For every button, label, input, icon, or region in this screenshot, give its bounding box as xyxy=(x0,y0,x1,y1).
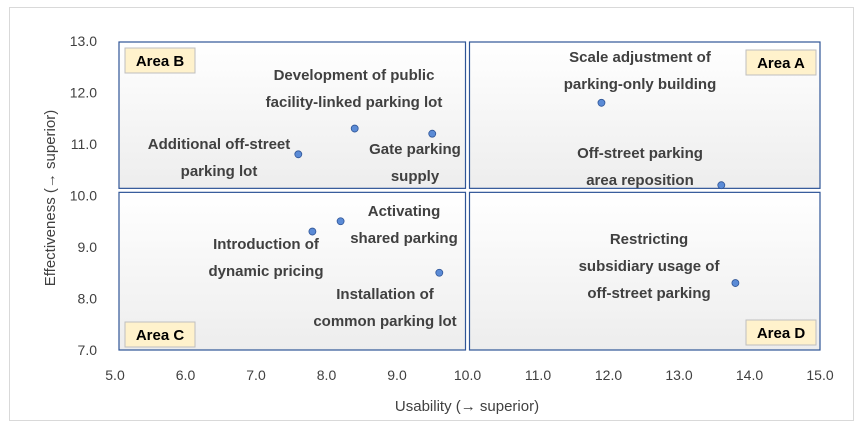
point-annotation: common parking lot xyxy=(313,313,456,330)
area-label: Area A xyxy=(757,55,805,72)
point-annotation: facility-linked parking lot xyxy=(266,94,443,111)
point-annotation: Off-street parking xyxy=(577,145,703,162)
point-annotation: shared parking xyxy=(350,230,458,247)
x-tick-label: 14.0 xyxy=(736,367,763,383)
point-annotation: supply xyxy=(391,168,440,185)
point-annotation: Development of public xyxy=(274,67,435,84)
point-annotation: Scale adjustment of xyxy=(569,49,712,66)
area-label-box xyxy=(124,321,196,348)
point-annotation: parking-only building xyxy=(564,76,717,93)
y-tick-label: 7.0 xyxy=(78,342,98,358)
y-tick-label: 13.0 xyxy=(70,33,97,49)
data-point xyxy=(435,268,444,277)
x-tick-label: 12.0 xyxy=(595,367,622,383)
point-annotation: Activating xyxy=(368,203,441,220)
point-annotation: area reposition xyxy=(586,172,694,189)
data-point xyxy=(294,150,303,159)
y-tick-label: 9.0 xyxy=(78,239,98,255)
area-label-box xyxy=(745,49,817,76)
point-annotation: Installation of xyxy=(336,286,435,303)
area-label: Area D xyxy=(757,325,806,342)
point-annotation: Introduction of xyxy=(213,236,320,253)
data-point xyxy=(731,279,740,287)
data-point xyxy=(308,227,317,236)
x-tick-label: 8.0 xyxy=(317,367,337,383)
point-annotation: parking lot xyxy=(181,163,258,180)
x-tick-label: 5.0 xyxy=(105,367,125,383)
chart-frame xyxy=(9,7,854,421)
area-label-box xyxy=(745,319,817,346)
data-point xyxy=(428,129,437,138)
data-point xyxy=(336,217,345,226)
area-label: Area B xyxy=(136,53,185,70)
y-tick-label: 11.0 xyxy=(71,136,97,152)
area-label-box xyxy=(124,47,196,74)
y-tick-label: 12.0 xyxy=(70,85,97,101)
point-annotation: subsidiary usage of xyxy=(579,258,721,275)
area-label: Area C xyxy=(136,327,185,344)
data-point xyxy=(597,98,606,107)
x-tick-label: 11.0 xyxy=(525,367,551,383)
y-tick-label: 10.0 xyxy=(70,188,97,204)
x-tick-label: 9.0 xyxy=(387,367,407,383)
point-annotation: off-street parking xyxy=(587,285,710,302)
data-point xyxy=(717,181,726,190)
point-annotation: dynamic pricing xyxy=(208,263,323,280)
data-point xyxy=(350,124,359,133)
x-tick-label: 7.0 xyxy=(246,367,266,383)
x-axis-title: Usability (→ superior) xyxy=(395,398,539,415)
x-tick-label: 15.0 xyxy=(806,367,833,383)
y-tick-label: 8.0 xyxy=(78,291,98,307)
x-tick-label: 13.0 xyxy=(665,367,692,383)
x-tick-label: 6.0 xyxy=(176,367,196,383)
x-tick-label: 10.0 xyxy=(454,367,481,383)
point-annotation: Gate parking xyxy=(369,141,461,158)
quadrant-bottom-right xyxy=(468,191,821,351)
point-annotation: Restricting xyxy=(610,231,688,248)
point-annotation: Additional off-street xyxy=(148,136,291,153)
y-axis-title: Effectiveness (→ superior) xyxy=(42,110,59,286)
